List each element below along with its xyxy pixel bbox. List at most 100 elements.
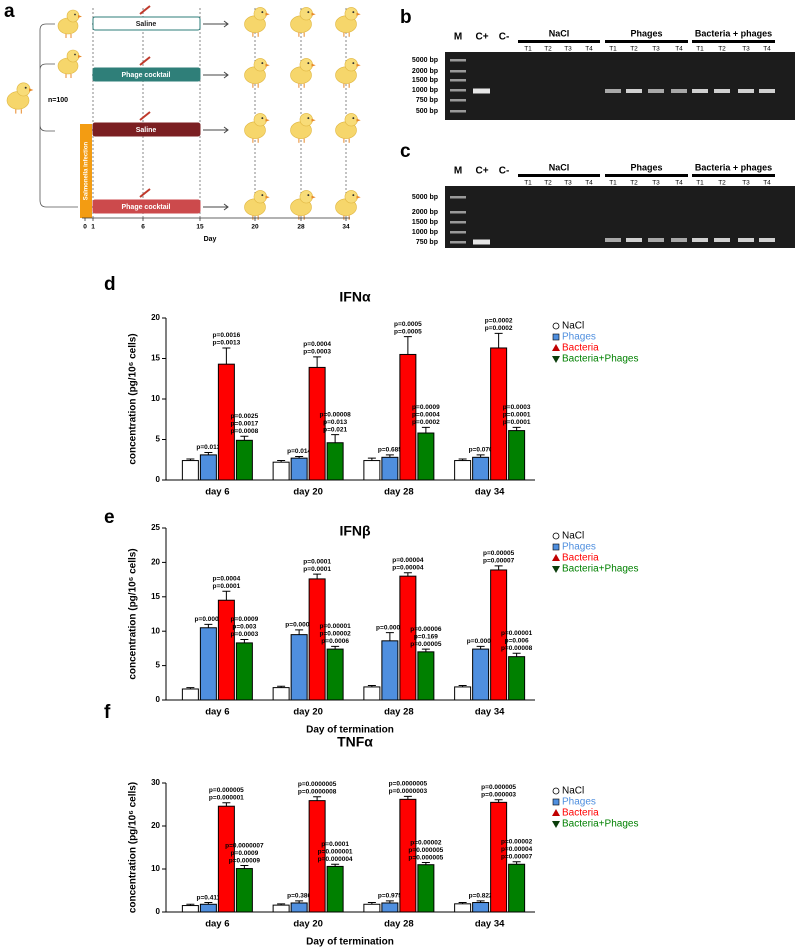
p-value: p=0.00005 [483, 550, 515, 557]
p-value: p=0.003 [232, 624, 256, 631]
group-label: Phages [630, 28, 662, 38]
y-tick-label: 10 [151, 626, 160, 635]
lane-label: M [454, 32, 462, 43]
legend-label: Bacteria+Phages [562, 354, 638, 365]
error-bar [403, 572, 412, 577]
ladder-band [450, 79, 466, 82]
chick-eye [352, 11, 355, 14]
well-label: T4 [763, 46, 771, 53]
sample-band [671, 89, 687, 93]
y-axis-label: concentration (pg/10⁶ cells) [128, 782, 139, 913]
legend-label: Bacteria [562, 553, 599, 564]
y-tick-label: 5 [156, 435, 161, 444]
lane-label: C- [499, 166, 510, 177]
x-tick-label: day 34 [475, 707, 505, 718]
chick-head [344, 7, 358, 21]
chick-eye [307, 62, 310, 65]
chick-eye [352, 117, 355, 120]
p-value: p=0.0000003 [389, 788, 428, 795]
p-value: p=0.0001 [503, 412, 531, 419]
error-bar [204, 623, 213, 628]
treatment-box [92, 199, 201, 214]
legend-marker [552, 532, 560, 540]
error-bar [494, 565, 503, 570]
legend-marker [552, 566, 560, 573]
error-bar [204, 451, 213, 455]
chick-beak [29, 88, 34, 92]
y-tick-label: 5 [156, 661, 161, 670]
bar [472, 902, 490, 913]
p-value: p=0.00007 [501, 853, 533, 860]
well-label: T1 [609, 46, 617, 53]
legend-label: NaCl [562, 786, 584, 797]
group-bar [518, 174, 600, 177]
chick-eye [352, 62, 355, 65]
well-label: T2 [544, 46, 552, 53]
p-value: p=0.0017 [231, 420, 259, 427]
chick-eye [261, 11, 264, 14]
y-tick-label: 30 [151, 778, 160, 787]
bar [472, 648, 490, 701]
error-bar [458, 685, 467, 687]
x-tick-label: day 20 [293, 487, 323, 498]
error-bar [476, 454, 485, 458]
chick-beak [311, 63, 316, 67]
y-tick-label: 25 [151, 523, 160, 532]
well-label: T3 [742, 46, 750, 53]
p-value: p=0.0001 [303, 558, 331, 565]
bar [454, 460, 472, 481]
syringe [139, 188, 151, 198]
error-bar [331, 863, 340, 867]
treatment-label: Saline [136, 21, 157, 28]
chick-head [299, 58, 313, 72]
ladder-label: 1500 bp [412, 219, 438, 226]
error-bar [313, 796, 322, 801]
legend-label: Bacteria [562, 808, 599, 819]
treatment-box [92, 16, 201, 31]
day-tick-label: 20 [251, 224, 259, 231]
x-tick-label: day 34 [475, 919, 505, 930]
group-bar [605, 40, 688, 43]
panel-letter: d [104, 274, 116, 295]
panel-letter: b [400, 7, 412, 28]
p-value: p=0.00009 [229, 857, 261, 864]
p-value: p=0.00004 [392, 557, 424, 564]
well-label: T4 [585, 180, 593, 187]
chick-head [299, 113, 313, 127]
p-value: p=0.0004 [213, 576, 241, 583]
error-bar [494, 332, 503, 348]
legend-marker [552, 356, 560, 363]
legend-marker [552, 322, 560, 330]
p-value: p=0.00008 [319, 411, 351, 418]
error-bar [476, 645, 485, 650]
p-value: p=0.386 [287, 893, 311, 900]
y-tick-label: 0 [156, 907, 161, 916]
p-value: p=0.00004 [501, 846, 533, 853]
chick-beak [78, 55, 82, 58]
chick-head [16, 82, 31, 97]
p-value: p=0.0004 [303, 341, 331, 348]
day-tick-label: 1 [91, 224, 95, 231]
error-bar [403, 795, 412, 800]
error-bar [222, 347, 231, 365]
bar [508, 656, 526, 701]
chick-beak [265, 118, 270, 122]
p-value: p=0.0001 [213, 583, 241, 590]
p-value: p=0.0000005 [389, 781, 428, 788]
day-tick-label: 0 [83, 224, 87, 231]
day-tick-label: 6 [141, 224, 145, 231]
legend-label: Phages [562, 542, 596, 553]
p-value: p=0.00005 [410, 641, 442, 648]
ladder-band [450, 59, 466, 62]
error-bar [367, 902, 376, 905]
x-tick-label: day 6 [205, 707, 229, 718]
error-bar [222, 590, 231, 601]
p-value: p=0.000005 [408, 854, 443, 861]
legend-marker [552, 554, 560, 561]
chick-eye [307, 117, 310, 120]
p-value: p=0.975 [378, 893, 402, 900]
group-label: NaCl [549, 28, 570, 38]
error-bar [186, 687, 195, 689]
error-bar [204, 902, 213, 905]
sample-band [648, 238, 664, 242]
